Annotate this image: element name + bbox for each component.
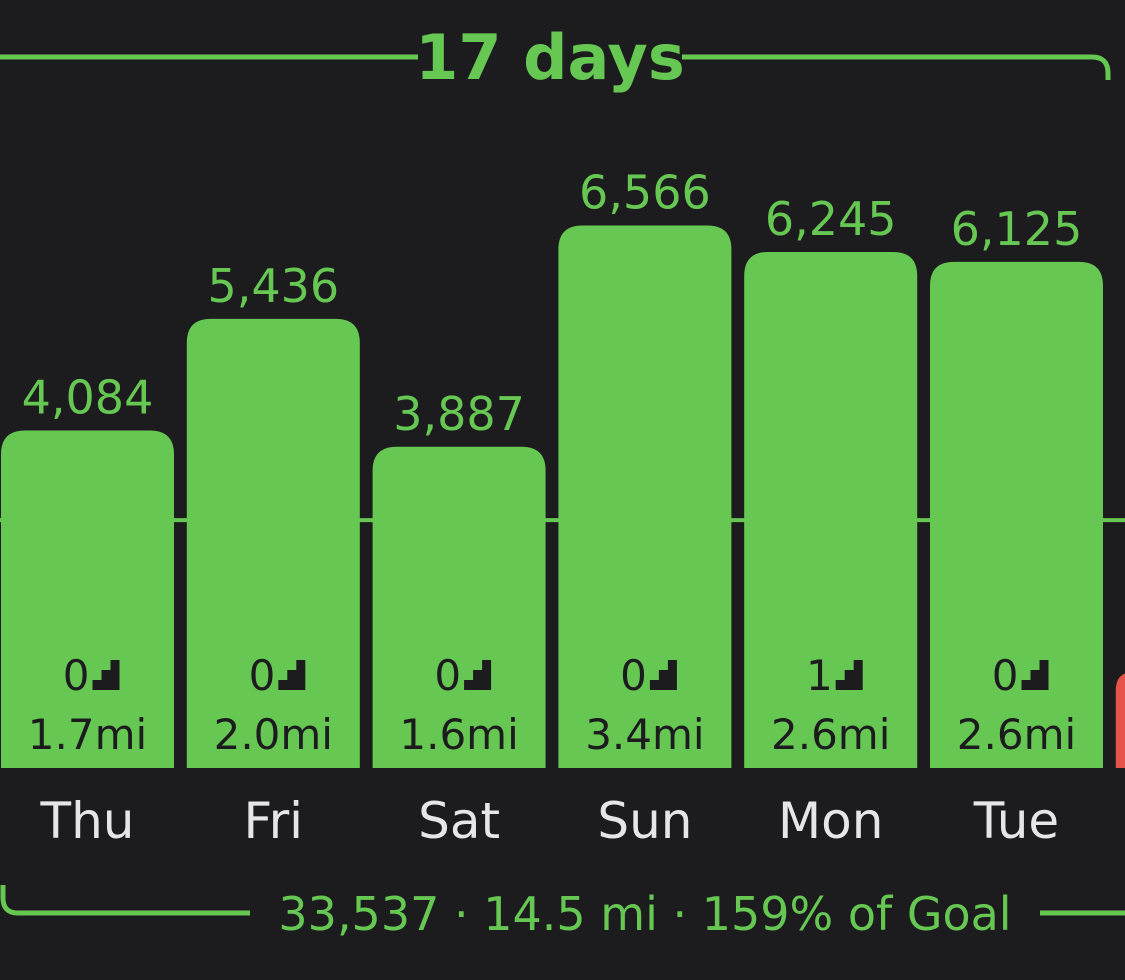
- streak-bracket-right: [682, 54, 1111, 80]
- streak-label: 17 days: [415, 21, 685, 94]
- stairs-icon: [835, 660, 863, 690]
- distance-label: 1.7mi: [28, 710, 147, 759]
- bar-sat: [372, 446, 546, 768]
- flights-count: 0: [620, 651, 647, 700]
- day-label: Sat: [418, 792, 500, 850]
- flights-count: 0: [63, 651, 90, 700]
- summary-text: 33,537 · 14.5 mi · 159% of Goal: [278, 887, 1011, 941]
- distance-label: 3.4mi: [585, 710, 704, 759]
- flights-count: 0: [992, 651, 1019, 700]
- day-label: Thu: [40, 792, 135, 850]
- bar-fri: [186, 318, 360, 768]
- stairs-icon: [1021, 660, 1049, 690]
- day-label: Tue: [973, 792, 1059, 850]
- flights-count: 0: [434, 651, 461, 700]
- value-label: 3,887: [393, 387, 525, 441]
- bars-layer: 4,084 0 1.7mi Thu 5,436 0 2.0mi Fri 3,887 0 1.6mi S…: [1, 165, 1125, 850]
- summary-bracket-left: [0, 885, 250, 916]
- bar-partial-next: [1115, 673, 1125, 768]
- distance-label: 1.6mi: [399, 710, 518, 759]
- stairs-icon: [92, 660, 120, 690]
- value-label: 6,566: [579, 165, 711, 219]
- distance-label: 2.6mi: [771, 710, 890, 759]
- day-label: Fri: [244, 792, 304, 850]
- bar-sun: [558, 225, 732, 769]
- bar-thu: [1, 430, 174, 768]
- value-label: 6,245: [765, 192, 897, 246]
- bar-mon: [744, 251, 918, 768]
- flights-count: 1: [806, 651, 833, 700]
- flights-count: 0: [249, 651, 276, 700]
- value-label: 6,125: [951, 202, 1083, 256]
- stairs-icon: [649, 660, 677, 690]
- value-label: 4,084: [22, 371, 154, 425]
- bar-tue: [930, 261, 1103, 768]
- distance-label: 2.0mi: [214, 710, 333, 759]
- stairs-icon: [278, 660, 306, 690]
- day-label: Sun: [597, 792, 692, 850]
- stairs-icon: [464, 660, 492, 690]
- value-label: 5,436: [207, 259, 339, 313]
- day-label: Mon: [778, 792, 883, 850]
- distance-label: 2.6mi: [957, 710, 1076, 759]
